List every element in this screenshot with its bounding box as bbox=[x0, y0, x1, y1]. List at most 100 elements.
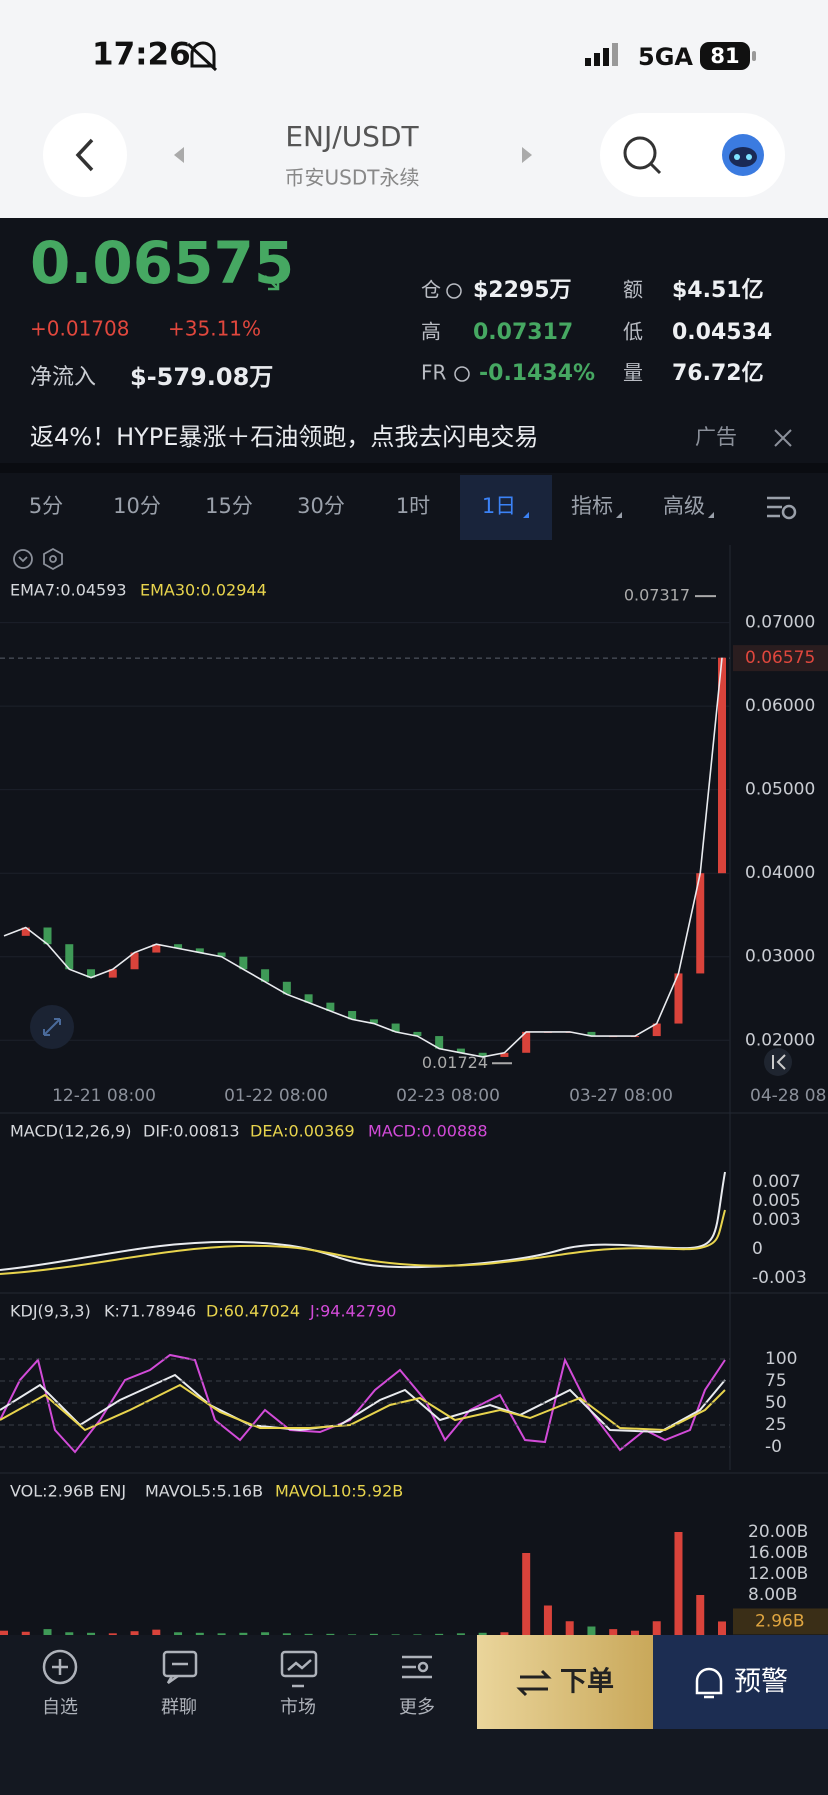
macd-tick-label: 0.007 bbox=[752, 1172, 801, 1192]
ad-text[interactable]: 返4%！HYPE暴涨＋石油领跑，点我去闪电交易 bbox=[30, 423, 538, 451]
stat-value: 0.07317 bbox=[473, 320, 573, 345]
candle bbox=[217, 952, 226, 957]
candle bbox=[500, 1052, 509, 1057]
macd-dif: DIF:0.00813 bbox=[143, 1122, 240, 1141]
candle bbox=[152, 944, 161, 953]
low-marker-label: 0.01724 bbox=[422, 1053, 488, 1072]
macd-dea: DEA:0.00369 bbox=[250, 1122, 355, 1141]
kdj-k: K:71.78946 bbox=[104, 1302, 196, 1321]
signal-icon bbox=[585, 43, 618, 66]
macd-tick-label: 0.003 bbox=[752, 1210, 801, 1230]
battery bbox=[700, 42, 750, 70]
price-chart: 0.07000 0.06000 0.05000 0.04000 0.03000 0.020… bbox=[0, 586, 828, 1106]
nav-tab[interactable]: 自选 bbox=[42, 1697, 78, 1718]
next-pair[interactable] bbox=[522, 147, 532, 163]
price-tick-label: 0.04000 bbox=[745, 863, 815, 883]
timeframe-tabs: 5分 10分 15分 30分 1时 1日 指标 高级 bbox=[29, 494, 714, 518]
nav-tab[interactable]: 群聊 bbox=[161, 1697, 197, 1718]
volume-bar bbox=[543, 1605, 552, 1637]
timeframe-tab[interactable]: 30分 bbox=[297, 494, 345, 518]
last-price-tag-bg bbox=[733, 645, 828, 672]
battery-tip bbox=[752, 51, 756, 61]
timeframe-tab[interactable]: 15分 bbox=[205, 494, 253, 518]
timeframe-tab[interactable]: 指标 bbox=[571, 494, 613, 518]
volume-bar bbox=[239, 1632, 248, 1637]
stat-label: 仓 bbox=[421, 278, 441, 302]
back-button[interactable] bbox=[43, 113, 127, 197]
volume-bar bbox=[696, 1595, 705, 1637]
alert-button[interactable] bbox=[653, 1635, 828, 1729]
kdj-j-line bbox=[0, 1353, 726, 1454]
action-pill bbox=[600, 113, 785, 197]
volume-bar bbox=[522, 1553, 531, 1637]
pair-title[interactable]: ENJ/USDT bbox=[285, 120, 419, 153]
info-icon bbox=[446, 283, 462, 299]
timeframe-tab[interactable]: 1时 bbox=[396, 494, 430, 518]
candle bbox=[261, 969, 270, 982]
volume-bar bbox=[500, 1632, 509, 1637]
price-tick-label: 0.03000 bbox=[745, 947, 815, 967]
prev-pair[interactable] bbox=[174, 147, 184, 163]
candle bbox=[652, 1023, 661, 1037]
volume-bar bbox=[0, 1630, 8, 1637]
candle bbox=[478, 1052, 487, 1057]
timeframe-tab[interactable]: 高级 bbox=[663, 494, 705, 518]
volume-bar bbox=[652, 1621, 661, 1637]
date-label: 04-28 08: bbox=[750, 1086, 828, 1106]
nav-tab[interactable]: 更多 bbox=[399, 1697, 435, 1718]
macd-dif-line bbox=[0, 1171, 726, 1271]
stat-value: 0.04534 bbox=[672, 320, 772, 345]
vol-current: 2.96B bbox=[755, 1611, 805, 1631]
assistant-button[interactable] bbox=[722, 134, 764, 176]
candle bbox=[413, 1031, 422, 1037]
vol-tick-label: 16.00B bbox=[748, 1543, 808, 1563]
kdj-k-line bbox=[0, 1373, 726, 1434]
kdj-d: D:60.47024 bbox=[206, 1302, 300, 1321]
volume-bar bbox=[43, 1629, 52, 1637]
high-marker-label: 0.07317 bbox=[624, 586, 690, 605]
battery-level: 81 bbox=[710, 44, 739, 68]
price-change-pct: +35.11% bbox=[168, 317, 261, 341]
nav-tab[interactable]: 市场 bbox=[280, 1697, 316, 1718]
expand-icon bbox=[43, 1018, 61, 1036]
alert-icon bbox=[695, 1667, 723, 1699]
date-label: 03-27 08:00 bbox=[569, 1086, 673, 1106]
candle bbox=[718, 657, 726, 874]
timeframe-tab[interactable]: 5分 bbox=[29, 494, 63, 518]
volume-bar bbox=[130, 1631, 139, 1637]
volume-bar bbox=[630, 1630, 639, 1637]
volume-bar bbox=[21, 1631, 30, 1637]
price-tick-label: 0.02000 bbox=[745, 1030, 815, 1050]
chart-settings-icon[interactable] bbox=[767, 496, 797, 520]
macd-tick-label: 0.005 bbox=[752, 1191, 801, 1211]
volume-bar bbox=[609, 1629, 618, 1637]
volume-bar bbox=[195, 1632, 204, 1637]
volume-bar bbox=[87, 1632, 96, 1637]
candle bbox=[65, 944, 74, 970]
stat-label: 高 bbox=[421, 320, 441, 344]
stat-label: 额 bbox=[623, 278, 643, 302]
nav-icons bbox=[42, 1649, 432, 1688]
price-tick-label: 0.07000 bbox=[745, 613, 815, 633]
order-label: 下单 bbox=[560, 1667, 614, 1698]
search-button[interactable] bbox=[623, 136, 662, 175]
candle bbox=[435, 1036, 444, 1049]
vol-tick-label: 20.00B bbox=[748, 1522, 808, 1542]
ad-close[interactable] bbox=[774, 429, 792, 447]
vol-tick-label: 12.00B bbox=[748, 1564, 808, 1584]
mavol10: MAVOL10:5.92B bbox=[275, 1482, 403, 1501]
chart-tools[interactable] bbox=[13, 547, 63, 571]
timeframe-tab[interactable]: 1日 bbox=[482, 494, 516, 518]
nav-tabs: 自选 群聊 市场 更多 bbox=[42, 1697, 435, 1718]
close-line bbox=[3, 657, 723, 1058]
volume-bar bbox=[478, 1632, 487, 1637]
macd-tick-label: -0.003 bbox=[752, 1268, 807, 1288]
timeframe-tab[interactable]: 10分 bbox=[113, 494, 161, 518]
network: 5GA bbox=[638, 43, 693, 71]
date-label: 01-22 08:00 bbox=[224, 1086, 328, 1106]
candle bbox=[369, 1019, 378, 1024]
trend-arrow bbox=[264, 275, 280, 291]
order-button[interactable] bbox=[477, 1635, 653, 1729]
